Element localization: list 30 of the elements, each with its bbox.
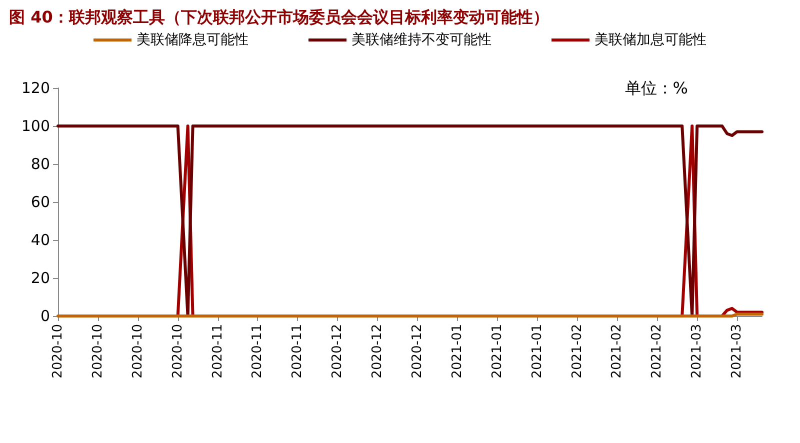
annotation: 单位：% bbox=[624, 78, 688, 98]
x-tick-label: 2021-01 bbox=[450, 324, 465, 378]
x-tick-label: 2020-11 bbox=[290, 324, 306, 378]
x-tick-label: 2020-12 bbox=[370, 324, 386, 378]
x-tick-label: 2021-03 bbox=[730, 324, 745, 378]
x-tick-label: 2020-12 bbox=[330, 324, 346, 378]
x-tick-label: 2020-10 bbox=[170, 324, 186, 378]
x-tick-label: 2020-10 bbox=[90, 324, 106, 378]
y-tick-label: 20 bbox=[30, 269, 50, 287]
y-tick-label: 80 bbox=[30, 155, 50, 173]
x-tick-label: 2020-10 bbox=[130, 324, 146, 378]
y-tick-label: 100 bbox=[21, 117, 50, 135]
x-tick-label: 2020-12 bbox=[410, 324, 425, 378]
x-tick-label: 2021-02 bbox=[650, 324, 665, 378]
x-tick-label: 2021-02 bbox=[610, 324, 625, 378]
chart-title: 图 40：联邦观察工具（下次联邦公开市场委员会会议目标利率变动可能性） bbox=[9, 8, 549, 26]
x-tick-label: 2020-10 bbox=[50, 324, 66, 378]
x-tick-label: 2021-01 bbox=[490, 324, 505, 378]
x-tick-label: 2021-03 bbox=[690, 324, 705, 378]
y-tick-label: 40 bbox=[30, 231, 50, 249]
x-tick-label: 2021-01 bbox=[530, 324, 545, 378]
y-tick-label: 120 bbox=[21, 79, 50, 97]
y-tick-label: 60 bbox=[30, 193, 50, 211]
legend-label: 美联储加息可能性 bbox=[594, 32, 706, 48]
legend-label: 美联储维持不变可能性 bbox=[352, 32, 492, 48]
x-tick-label: 2020-11 bbox=[250, 324, 266, 378]
legend-label: 美联储降息可能性 bbox=[136, 32, 248, 48]
x-tick-label: 2021-02 bbox=[570, 324, 585, 378]
x-tick-label: 2020-11 bbox=[210, 324, 226, 378]
y-tick-label: 0 bbox=[40, 307, 50, 325]
